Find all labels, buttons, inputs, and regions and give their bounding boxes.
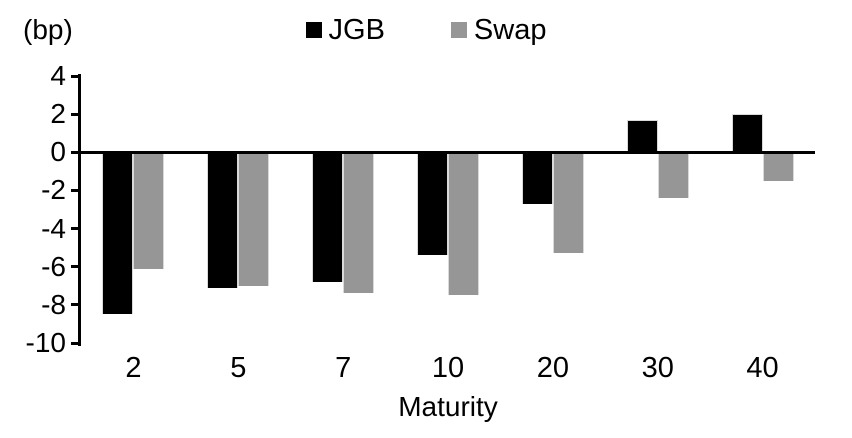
y-tick-mark--8 [71,303,80,307]
y-tick-label-0: 0 [50,136,66,168]
y-axis-unit-label: (bp) [23,14,73,45]
bar-jgb-20 [521,152,553,204]
y-tick-label--2: -2 [41,174,66,206]
x-tick-label-7: 7 [335,352,352,384]
y-tick-mark--10 [71,341,80,345]
x-tick-label-30: 30 [641,352,674,384]
legend-swatch-swap [450,22,467,38]
x-tick-label-40: 40 [746,352,779,384]
bar-jgb-10 [417,152,448,256]
y-axis-line [78,74,81,346]
bar-jgb-2 [102,152,134,315]
x-tick-label-5: 5 [230,352,247,384]
y-tick-label-4: 4 [50,60,66,91]
bar-swap-40 [762,152,794,181]
y-tick-mark--2 [71,188,80,192]
bar-jgb-7 [312,152,344,282]
y-tick-mark-2 [71,112,80,116]
bar-swap-5 [238,152,270,286]
y-tick-mark--6 [71,265,80,269]
bar-jgb-30 [626,119,658,153]
y-tick-mark--4 [71,227,80,231]
x-axis-zero-line [78,150,815,154]
y-tick-label-2: 2 [50,98,66,130]
bar-jgb-40 [731,114,763,153]
x-tick-label-20: 20 [536,352,569,384]
legend-label-swap: Swap [473,14,547,46]
y-tick-mark-0 [71,150,80,154]
bar-swap-30 [657,152,689,199]
legend-swatch-jgb [305,22,322,38]
legend-label-jgb: JGB [328,14,385,46]
y-tick-label--6: -6 [41,250,66,282]
x-tick-label-10: 10 [431,352,465,384]
legend-item-jgb: JGB [305,14,385,46]
bar-swap-10 [448,152,479,296]
legend-item-swap: Swap [450,14,547,46]
bar-swap-20 [552,152,584,254]
bar-jgb-5 [207,152,239,288]
x-axis-title: Maturity [398,391,498,422]
bar-swap-2 [133,152,165,269]
x-tick-label-2: 2 [125,352,142,384]
bar-swap-7 [343,152,375,294]
y-tick-label--8: -8 [41,288,66,320]
chart-legend: JGB Swap [0,14,852,46]
y-tick-mark-4 [71,74,80,78]
y-tick-label--4: -4 [41,212,66,244]
y-tick-label--10: -10 [25,327,66,358]
